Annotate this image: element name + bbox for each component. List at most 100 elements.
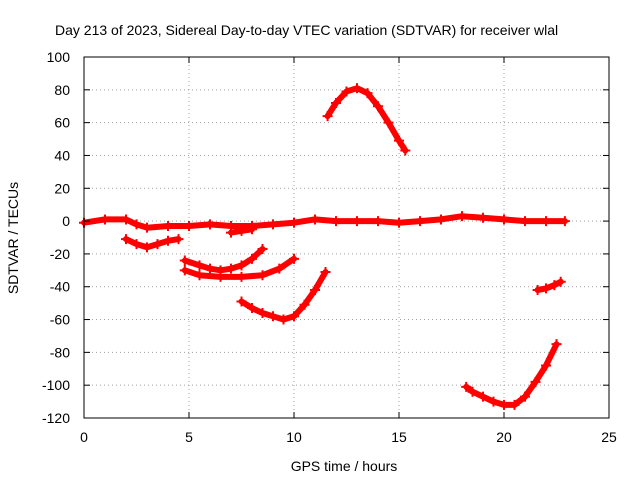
- data-point: [289, 311, 299, 322]
- data-point: [194, 270, 205, 281]
- series-track-8: [461, 339, 562, 410]
- series-track-3: [121, 234, 184, 253]
- data-point: [142, 242, 152, 253]
- data-point: [457, 211, 467, 222]
- data-point: [289, 217, 299, 228]
- data-point: [322, 111, 333, 122]
- series-track-6: [236, 266, 331, 325]
- data-point: [194, 260, 205, 271]
- data-point: [179, 255, 190, 266]
- x-tick-label: 20: [496, 429, 512, 445]
- data-point: [274, 263, 285, 274]
- data-point: [131, 239, 142, 250]
- series-track: [324, 85, 409, 154]
- data-point: [549, 280, 560, 291]
- data-point: [268, 311, 278, 322]
- data-point: [257, 307, 268, 318]
- data-point: [352, 216, 362, 227]
- y-tick-label: 0: [62, 213, 70, 229]
- data-point: [415, 216, 425, 227]
- series-track: [463, 341, 560, 408]
- data-point: [215, 271, 226, 282]
- series-track-9: [532, 276, 566, 296]
- data-point: [509, 399, 520, 410]
- data-point: [520, 391, 530, 402]
- data-point: [488, 396, 499, 407]
- data-point: [247, 253, 257, 264]
- data-point: [173, 234, 184, 245]
- data-point: [520, 216, 530, 227]
- series-track-1: [79, 211, 570, 233]
- data-point: [131, 219, 142, 230]
- data-point: [100, 214, 110, 225]
- data-point: [226, 263, 236, 274]
- data-point: [331, 97, 341, 108]
- series-track-2: [226, 224, 257, 238]
- data-point: [541, 216, 551, 227]
- data-point: [400, 145, 411, 156]
- data-point: [331, 216, 341, 227]
- data-point: [236, 225, 247, 236]
- data-point: [310, 214, 320, 225]
- data-point: [436, 214, 446, 225]
- y-tick-label: 60: [54, 115, 70, 131]
- data-point: [310, 285, 320, 296]
- data-point: [373, 216, 383, 227]
- data-point: [268, 219, 278, 230]
- data-point: [352, 83, 362, 94]
- data-point: [461, 381, 472, 392]
- data-point: [226, 227, 236, 238]
- data-point: [532, 285, 543, 296]
- data-point: [179, 265, 190, 276]
- data-point: [299, 299, 310, 310]
- y-tick-label: -100: [42, 377, 70, 393]
- data-point: [257, 270, 268, 281]
- plot-data: [79, 83, 570, 410]
- data-point: [320, 266, 331, 277]
- series-track-7: [322, 83, 411, 156]
- y-tick-label: 20: [54, 180, 70, 196]
- data-point: [278, 314, 289, 325]
- data-point: [394, 135, 404, 146]
- data-point: [163, 221, 173, 232]
- data-point: [163, 235, 173, 246]
- data-point: [362, 88, 373, 99]
- data-point: [559, 216, 570, 227]
- data-point: [555, 276, 566, 287]
- chart-title: Day 213 of 2023, Sidereal Day-to-day VTE…: [55, 22, 558, 38]
- data-point: [541, 360, 551, 371]
- x-axis-label: GPS time / hours: [291, 458, 398, 474]
- data-point: [205, 219, 215, 230]
- data-point: [236, 296, 247, 307]
- plot-frame: [83, 56, 610, 419]
- grid-lines: [84, 57, 609, 418]
- y-tick-label: -20: [50, 246, 70, 262]
- y-tick-label: 40: [54, 147, 70, 163]
- data-point: [478, 212, 488, 223]
- x-tick-label: 0: [80, 429, 88, 445]
- data-point: [236, 260, 247, 271]
- series-track-4: [179, 243, 268, 276]
- x-tick-label: 15: [391, 429, 407, 445]
- data-point: [236, 271, 247, 282]
- data-point: [551, 339, 562, 350]
- data-point: [142, 222, 152, 233]
- data-point: [341, 86, 352, 97]
- series-track-5: [179, 253, 299, 282]
- data-point: [499, 214, 509, 225]
- data-point: [247, 303, 257, 314]
- data-point: [467, 386, 478, 397]
- data-point: [541, 283, 551, 294]
- x-tick-label: 10: [286, 429, 302, 445]
- data-point: [121, 234, 131, 245]
- y-tick-label: -80: [50, 344, 70, 360]
- data-point: [247, 224, 257, 235]
- data-point: [152, 239, 163, 250]
- x-tick-label: 25: [601, 429, 617, 445]
- data-point: [383, 117, 394, 128]
- y-tick-label: 100: [47, 49, 71, 65]
- data-point: [394, 217, 404, 228]
- axis-ticks: -120 -100 -80 -60 -40 -20 0 20 40 60 80 100 0 5 10 15 20…: [42, 49, 617, 445]
- y-axis-label: SDTVAR / TECUs: [5, 182, 21, 294]
